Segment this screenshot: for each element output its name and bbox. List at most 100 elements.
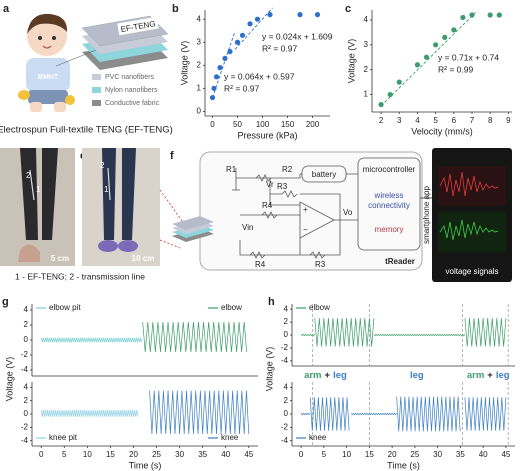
data-point bbox=[442, 34, 448, 40]
x-tick-label: 25 bbox=[410, 450, 419, 459]
data-point bbox=[239, 32, 246, 38]
x-tick-label: 15 bbox=[365, 450, 374, 459]
x-tick-label: 6 bbox=[452, 116, 457, 125]
x-tick-label: 0 bbox=[299, 450, 304, 459]
y-tick-label: 0 bbox=[24, 335, 29, 344]
data-point bbox=[460, 14, 466, 21]
data-point bbox=[217, 65, 223, 71]
legend-swatch bbox=[92, 74, 101, 80]
x-tick-label: 3 bbox=[397, 116, 402, 125]
node-label: Vr bbox=[266, 180, 274, 189]
x-tick-label: 40 bbox=[221, 450, 230, 459]
annotation: R² = 0.97 bbox=[224, 83, 259, 93]
y-tick-label: 1 bbox=[364, 90, 369, 99]
app-label: smartphone app bbox=[422, 186, 431, 244]
x-axis-label: Time (s) bbox=[129, 460, 162, 470]
phase-word: leg bbox=[410, 370, 424, 381]
x-tick-label: 5 bbox=[433, 116, 438, 125]
block-label: microcontroller bbox=[363, 165, 416, 174]
y-tick-label: 2 bbox=[24, 396, 29, 405]
x-tick-label: 10 bbox=[342, 450, 351, 459]
resistor-label: R4 bbox=[262, 201, 273, 210]
signal-trace bbox=[300, 412, 311, 416]
data-point bbox=[314, 12, 321, 18]
app-label: voltage signals bbox=[446, 267, 499, 276]
y-tick-label: -4 bbox=[21, 365, 29, 374]
y-tick-label: -4 bbox=[21, 436, 29, 445]
data-point bbox=[396, 79, 402, 85]
data-point bbox=[487, 12, 493, 18]
y-tick-label: 4 bbox=[24, 382, 29, 391]
x-tick-label: 40 bbox=[479, 450, 488, 459]
y-axis-label: Voltage (V) bbox=[4, 357, 14, 402]
x-tick-label: 5 bbox=[322, 450, 327, 459]
signal-trace bbox=[300, 333, 316, 337]
x-axis-label: Pressure (kPa) bbox=[237, 130, 297, 140]
y-tick-label: -2 bbox=[281, 343, 289, 352]
y-tick-label: 4 bbox=[24, 305, 29, 314]
legend-label: knee bbox=[221, 433, 239, 442]
x-tick-label: 200 bbox=[306, 120, 320, 129]
y-axis-label: Voltage (V) bbox=[264, 347, 274, 392]
photo-label: 2 bbox=[26, 171, 31, 180]
y-tick-label: -2 bbox=[21, 422, 29, 431]
y-tick-label: 4 bbox=[364, 15, 369, 24]
y-tick-label: 1 bbox=[197, 83, 202, 92]
block-label: tReader bbox=[385, 257, 415, 266]
legend-swatch bbox=[92, 87, 101, 93]
scale-bar: 10 cm bbox=[132, 254, 155, 263]
legend-label: elbow bbox=[221, 303, 242, 312]
data-point bbox=[227, 48, 233, 55]
x-axis-label: Time (s) bbox=[387, 460, 420, 470]
block-label: battery bbox=[312, 170, 336, 179]
data-point bbox=[451, 27, 457, 33]
y-tick-label: 3 bbox=[197, 37, 202, 46]
x-tick-label: 20 bbox=[388, 450, 397, 459]
x-tick-label: 30 bbox=[175, 450, 184, 459]
signal-trace bbox=[464, 397, 507, 431]
data-point bbox=[414, 62, 421, 68]
signal-trace bbox=[309, 397, 350, 431]
y-tick-label: 0 bbox=[197, 107, 202, 116]
y-tick-label: 2 bbox=[364, 65, 369, 74]
x-tick-label: 35 bbox=[198, 450, 207, 459]
photo-label: 1 bbox=[104, 185, 109, 194]
circuit: + − bbox=[159, 148, 512, 282]
phase-word: + bbox=[487, 370, 493, 381]
data-point bbox=[213, 74, 220, 80]
x-tick-label: 45 bbox=[501, 450, 510, 459]
x-tick-label: 35 bbox=[456, 450, 465, 459]
block-label: memory bbox=[375, 225, 404, 234]
node-label: Vin bbox=[242, 223, 253, 232]
data-point bbox=[267, 12, 273, 18]
shirt-label: BMHT bbox=[38, 74, 59, 81]
resistor-label: R1 bbox=[226, 165, 237, 174]
y-tick-label: -2 bbox=[281, 422, 289, 431]
y-tick-label: -4 bbox=[281, 356, 289, 365]
caption: 1 - EF-TENG; 2 - transmission line bbox=[15, 271, 145, 281]
data-point bbox=[423, 54, 430, 60]
y-tick-label: -2 bbox=[21, 350, 29, 359]
signal-trace bbox=[464, 318, 507, 347]
svg-text:+: + bbox=[303, 205, 308, 214]
y-axis-label: Voltage (V) bbox=[346, 39, 356, 84]
annotation: R² = 0.97 bbox=[262, 43, 297, 53]
scale-bar: 5 cm bbox=[51, 254, 69, 263]
data-point bbox=[433, 42, 439, 48]
signal-trace bbox=[350, 412, 397, 416]
svg-text:−: − bbox=[303, 225, 308, 234]
resistor-label: R4 bbox=[255, 260, 266, 269]
legend-swatch bbox=[92, 100, 101, 106]
legend-label: Nylon nanofibers bbox=[105, 87, 158, 94]
y-tick-label: 4 bbox=[284, 304, 289, 313]
phase-word: arm bbox=[467, 370, 484, 381]
phase-label: arm + leg bbox=[467, 370, 510, 381]
legend-label: elbow pit bbox=[49, 303, 81, 312]
panel-label: h bbox=[268, 296, 275, 308]
x-tick-label: 2 bbox=[379, 116, 384, 125]
data-point bbox=[496, 12, 502, 18]
phase-word: leg bbox=[333, 370, 347, 381]
panel-label: b bbox=[172, 3, 179, 15]
y-tick-label: 0 bbox=[24, 409, 29, 418]
